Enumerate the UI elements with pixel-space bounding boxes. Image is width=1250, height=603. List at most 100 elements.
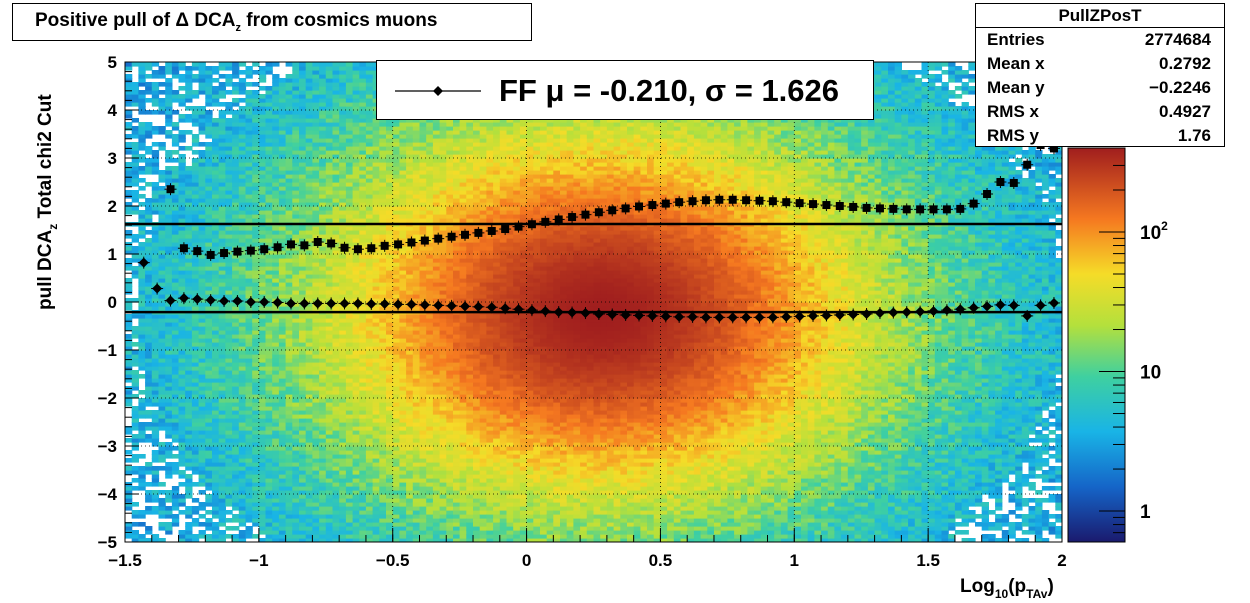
heatmap-cell [219,174,226,179]
heatmap-cell [172,234,179,239]
heatmap-cell [279,326,286,331]
heatmap-cell [219,66,226,71]
heatmap-cell [420,230,427,235]
heatmap-cell [366,186,373,191]
heatmap-cell [246,194,253,199]
heatmap-cell [272,406,279,411]
heatmap-cell [252,330,259,335]
heatmap-cell [339,470,346,475]
heatmap-cell [359,438,366,443]
heatmap-cell [339,318,346,323]
heatmap-cell [165,226,172,231]
heatmap-cell [366,134,373,139]
heatmap-cell [205,262,212,267]
heatmap-cell [192,450,199,455]
heatmap-cell [179,362,186,367]
heatmap-cell [319,70,326,75]
heatmap-cell [266,238,273,243]
heatmap-cell [272,258,279,263]
heatmap-cell [225,494,232,499]
heatmap-cell [292,306,299,311]
heatmap-cell [339,230,346,235]
heatmap-cell [333,290,340,295]
heatmap-cell [366,334,373,339]
heatmap-cell [286,94,293,99]
heatmap-cell [172,318,179,323]
heatmap-cell [393,262,400,267]
heatmap-cell [379,326,386,331]
heatmap-cell [359,114,366,119]
heatmap-cell [159,174,166,179]
heatmap-cell [192,238,199,243]
heatmap-cell [225,174,232,179]
heatmap-cell [306,530,313,535]
heatmap-cell [346,518,353,523]
heatmap-cell [145,394,152,399]
heatmap-cell [413,530,420,535]
heatmap-cell [406,446,413,451]
heatmap-cell [339,210,346,215]
heatmap-cell [152,202,159,207]
heatmap-cell [306,526,313,531]
heatmap-cell [299,410,306,415]
heatmap-cell [132,354,139,359]
heatmap-cell [299,338,306,343]
heatmap-cell [266,182,273,187]
heatmap-cell [165,62,172,67]
heatmap-cell [339,138,346,143]
heatmap-cell [299,254,306,259]
heatmap-cell [246,258,253,263]
heatmap-cell [272,274,279,279]
heatmap-cell [359,522,366,527]
heatmap-cell [179,450,186,455]
heatmap-cell [165,266,172,271]
heatmap-cell [393,162,400,167]
heatmap-cell [366,182,373,187]
heatmap-cell [192,286,199,291]
heatmap-cell [272,238,279,243]
heatmap-cell [292,334,299,339]
heatmap-cell [172,258,179,263]
heatmap-cell [292,262,299,267]
heatmap-cell [373,262,380,267]
heatmap-cell [413,330,420,335]
heatmap-cell [386,510,393,515]
heatmap-cell [259,254,266,259]
heatmap-cell [132,234,139,239]
heatmap-cell [232,218,239,223]
heatmap-cell [205,122,212,127]
heatmap-cell [246,122,253,127]
heatmap-cell [252,398,259,403]
heatmap-cell [333,466,340,471]
heatmap-cell [333,326,340,331]
heatmap-cell [246,214,253,219]
heatmap-cell [279,190,286,195]
heatmap-cell [413,438,420,443]
heatmap-cell [286,162,293,167]
heatmap-cell [406,358,413,363]
heatmap-cell [386,286,393,291]
heatmap-cell [272,426,279,431]
heatmap-cell [132,510,139,515]
heatmap-cell [399,462,406,467]
heatmap-cell [286,138,293,143]
heatmap-cell [125,166,132,171]
heatmap-cell [125,258,132,263]
heatmap-cell [346,334,353,339]
heatmap-cell [393,426,400,431]
heatmap-cell [393,334,400,339]
heatmap-cell [359,370,366,375]
heatmap-cell [292,514,299,519]
heatmap-cell [219,354,226,359]
heatmap-cell [246,130,253,135]
heatmap-cell [292,94,299,99]
heatmap-cell [225,446,232,451]
heatmap-cell [359,454,366,459]
heatmap-cell [205,358,212,363]
heatmap-cell [353,206,360,211]
heatmap-cell [259,390,266,395]
heatmap-cell [179,510,186,515]
heatmap-cell [326,390,333,395]
heatmap-cell [205,346,212,351]
heatmap-cell [185,530,192,535]
